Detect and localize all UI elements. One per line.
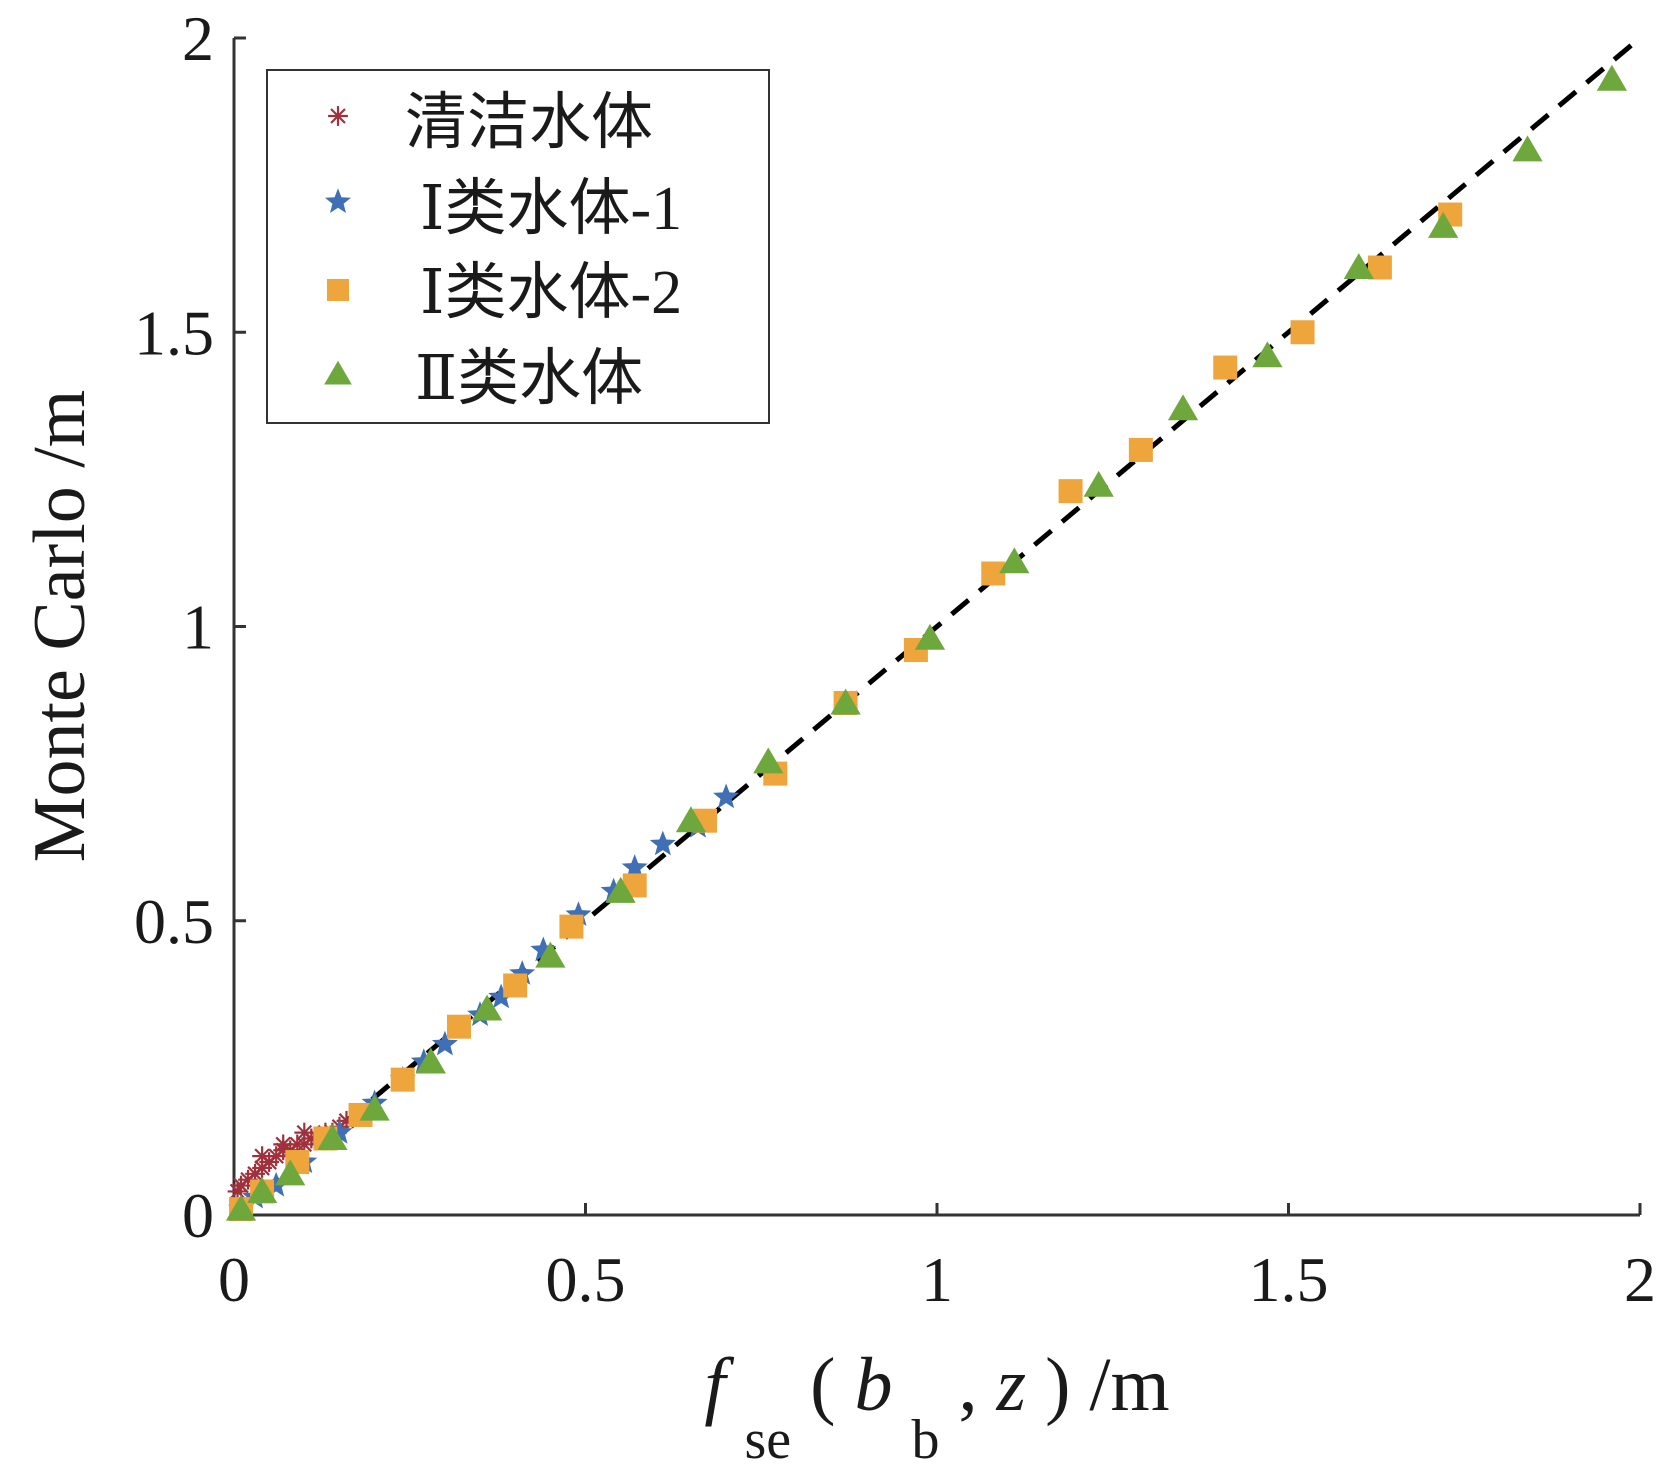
data-point (1058, 479, 1083, 504)
x-tick-label: 2 (1624, 1244, 1656, 1315)
legend-label-series-2: Ⅰ类水体-1 (420, 175, 682, 243)
data-point (503, 973, 528, 998)
x-tick-label: 0 (218, 1244, 250, 1315)
data-point (1512, 135, 1543, 162)
data-point (1343, 253, 1374, 280)
legend: 清洁水体 Ⅰ类水体-1 Ⅰ类水体-2 Ⅱ类水体 (266, 69, 770, 424)
data-point (294, 1122, 315, 1143)
legend-marker-4 (324, 360, 352, 385)
data-point (488, 983, 515, 1009)
data-point (830, 688, 861, 715)
data-point (359, 1094, 390, 1121)
y-tick-label: 0.5 (134, 886, 214, 957)
x-tick-label: 0.5 (546, 1244, 626, 1315)
data-point (252, 1146, 273, 1167)
x-axis-title-rest: , (958, 1343, 996, 1427)
data-point (1128, 437, 1153, 462)
data-point (1428, 211, 1459, 238)
x-axis-title-sub-b: b (911, 1409, 939, 1465)
legend-marker-3 (327, 279, 349, 301)
x-tick-label: 1 (921, 1244, 953, 1315)
legend-label-series-3: Ⅰ类水体-2 (420, 259, 682, 327)
data-point (326, 1119, 353, 1144)
data-point (275, 1159, 306, 1186)
x-tick-label: 1.5 (1249, 1244, 1329, 1315)
data-point (675, 806, 707, 833)
data-point (1213, 355, 1238, 380)
x-axis-title-sub-se: se (745, 1409, 792, 1465)
x-axis-title-b: b (854, 1343, 892, 1427)
data-point (1167, 394, 1199, 421)
data-point (753, 747, 784, 774)
data-point (981, 561, 1006, 586)
x-axis-title-z: z (995, 1343, 1026, 1427)
data-point (247, 1177, 278, 1203)
data-point (530, 936, 557, 962)
data-point (415, 1047, 446, 1074)
data-point (1367, 255, 1392, 280)
data-point (914, 623, 946, 650)
data-point (649, 830, 676, 856)
legend-marker-2 (325, 188, 351, 213)
data-point (225, 1194, 257, 1221)
y-tick-label: 0 (182, 1180, 214, 1251)
data-point (1290, 320, 1315, 345)
data-point (509, 960, 536, 985)
legend-box (266, 69, 770, 424)
x-axis-title-close: ) /m (1045, 1343, 1170, 1427)
y-axis-title: Monte Carlo /m (19, 390, 101, 863)
data-point (713, 783, 740, 809)
data-point (446, 1014, 471, 1039)
data-point (390, 1067, 415, 1092)
legend-label-series-4: Ⅱ类水体 (415, 345, 643, 413)
data-point (565, 901, 592, 926)
legend-label-series-1: 清洁水体 (405, 89, 653, 157)
data-point (1596, 64, 1627, 91)
x-axis-title-f: f (704, 1343, 734, 1427)
y-tick-label: 2 (182, 3, 214, 74)
data-point (273, 1134, 294, 1155)
data-point (559, 914, 584, 939)
data-point (605, 876, 636, 903)
data-points (225, 64, 1627, 1222)
y-tick-label: 1 (182, 592, 214, 663)
series-4 (225, 64, 1627, 1221)
x-axis-title-open: ( (810, 1343, 835, 1427)
data-point (621, 854, 648, 879)
data-point (1252, 341, 1283, 368)
data-point (471, 994, 503, 1021)
y-tick-label: 1.5 (134, 297, 214, 368)
data-point (317, 1124, 348, 1151)
x-axis-title: f se ( b b , z ) /m (704, 1343, 1169, 1465)
legend-marker-1 (328, 106, 348, 126)
legend-markers (324, 106, 352, 385)
data-point (1083, 470, 1114, 497)
data-point (431, 1030, 458, 1056)
data-point (535, 941, 566, 968)
data-point (999, 547, 1030, 574)
